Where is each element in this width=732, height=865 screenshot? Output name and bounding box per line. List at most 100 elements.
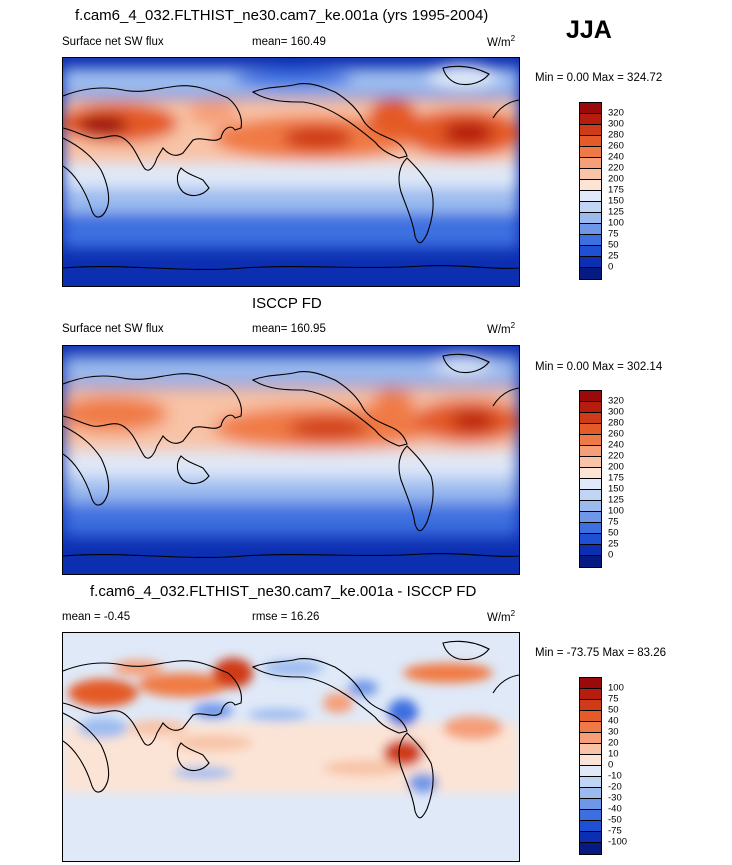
panel3-map <box>62 632 520 862</box>
panel3-colorbar-swatch <box>580 678 601 689</box>
panel3-colorbar-swatch <box>580 777 601 788</box>
panel1-colorbar-label: 260 <box>608 140 624 152</box>
panel3-colorbar-swatch <box>580 799 601 810</box>
panel3-colorbar <box>579 677 602 855</box>
panel2-colorbar-swatch <box>580 413 601 424</box>
panel2-colorbar-swatch <box>580 556 601 567</box>
panel1-colorbar-swatch <box>580 235 601 246</box>
panel2-colorbar-swatch <box>580 534 601 545</box>
panel1-colorbar-swatch <box>580 257 601 268</box>
panel3-colorbar-label: 20 <box>608 737 619 749</box>
panel1-title: f.cam6_4_032.FLTHIST_ne30.cam7_ke.001a (… <box>75 7 489 24</box>
panel3-colorbar-label: -75 <box>608 825 622 837</box>
panel1-units: W/m2 <box>487 34 516 49</box>
panel1-minmax: Min = 0.00 Max = 324.72 <box>535 72 663 84</box>
panel1-mean-label: mean= 160.49 <box>252 36 326 48</box>
panel3-title: f.cam6_4_032.FLTHIST_ne30.cam7_ke.001a -… <box>90 583 477 600</box>
panel1-colorbar-swatch <box>580 114 601 125</box>
panel2-colorbar-label: 150 <box>608 483 624 495</box>
panel3-coastlines <box>63 640 519 819</box>
panel2-colorbar-swatch <box>580 391 601 402</box>
panel1-colorbar-swatch <box>580 224 601 235</box>
panel1-colorbar-label: 150 <box>608 195 624 207</box>
panel3-colorbar-label: -10 <box>608 770 622 782</box>
panel2-colorbar-swatch <box>580 479 601 490</box>
panel1-colorbar-swatch <box>580 246 601 257</box>
panel2-colorbar-label: 100 <box>608 505 624 517</box>
panel1-colorbar-swatch <box>580 268 601 279</box>
panel1-colorbar <box>579 102 602 280</box>
panel1-colorbar-swatch <box>580 180 601 191</box>
panel3-colorbar-swatch <box>580 689 601 700</box>
panel3-map-graphic <box>63 633 519 861</box>
panel2-colorbar-swatch <box>580 501 601 512</box>
panel1-colorbar-swatch <box>580 147 601 158</box>
panel3-colorbar-label: -50 <box>608 814 622 826</box>
panel3-colorbar-label: 10 <box>608 748 619 760</box>
panel2-variable-label: Surface net SW flux <box>62 323 164 335</box>
panel1-colorbar-swatch <box>580 169 601 180</box>
panel1-colorbar-swatch <box>580 103 601 114</box>
panel3-colorbar-swatch <box>580 788 601 799</box>
panel1-colorbar-swatch <box>580 136 601 147</box>
panel3-colorbar-label: 50 <box>608 704 619 716</box>
panel2-minmax: Min = 0.00 Max = 302.14 <box>535 361 663 373</box>
panel2-colorbar <box>579 390 602 568</box>
panel2-colorbar-swatch <box>580 424 601 435</box>
panel2-colorbar-swatch <box>580 468 601 479</box>
panel2-mean-label: mean= 160.95 <box>252 323 326 335</box>
panel3-colorbar-label: -30 <box>608 792 622 804</box>
panel2-colorbar-label: 260 <box>608 428 624 440</box>
panel1-colorbar-label: 320 <box>608 107 624 119</box>
panel2-colorbar-label: 175 <box>608 472 624 484</box>
panel1-colorbar-label: 300 <box>608 118 624 130</box>
panel2-colorbar-swatch <box>580 512 601 523</box>
panel3-colorbar-label: -20 <box>608 781 622 793</box>
panel2-colorbar-swatch <box>580 490 601 501</box>
panel3-colorbar-swatch <box>580 843 601 854</box>
panel3-colorbar-swatch <box>580 722 601 733</box>
panel2-colorbar-label: 220 <box>608 450 624 462</box>
panel2-colorbar-label: 75 <box>608 516 619 528</box>
panel3-units: W/m2 <box>487 609 516 624</box>
panel3-colorbar-swatch <box>580 755 601 766</box>
panel2-colorbar-label: 0 <box>608 549 614 561</box>
panel3-colorbar-label: 100 <box>608 682 624 694</box>
panel3-colorbar-swatch <box>580 711 601 722</box>
panel2-colorbar-swatch <box>580 446 601 457</box>
panel1-map-graphic <box>63 58 519 286</box>
panel1-colorbar-label: 240 <box>608 151 624 163</box>
panel2-colorbar-label: 50 <box>608 527 619 539</box>
panel2-colorbar-swatch <box>580 435 601 446</box>
panel1-colorbar-swatch <box>580 125 601 136</box>
panel3-colorbar-label: 75 <box>608 693 619 705</box>
panel1-colorbar-swatch <box>580 191 601 202</box>
panel1-colorbar-swatch <box>580 158 601 169</box>
panel1-colorbar-label: 125 <box>608 206 624 218</box>
panel3-colorbar-label: -40 <box>608 803 622 815</box>
panel1-colorbar-label: 25 <box>608 250 619 262</box>
season-label: JJA <box>566 16 612 44</box>
panel2-colorbar-swatch <box>580 523 601 534</box>
panel3-colorbar-swatch <box>580 700 601 711</box>
panel3-minmax: Min = -73.75 Max = 83.26 <box>535 647 667 659</box>
panel3-colorbar-swatch <box>580 766 601 777</box>
panel2-colorbar-label: 240 <box>608 439 624 451</box>
panel2-colorbar-label: 320 <box>608 395 624 407</box>
panel1-colorbar-label: 280 <box>608 129 624 141</box>
panel1-colorbar-label: 0 <box>608 261 614 273</box>
panel2-map-graphic <box>63 346 519 574</box>
panel2-units: W/m2 <box>487 321 516 336</box>
panel1-coastlines <box>63 65 519 270</box>
panel2-colorbar-label: 200 <box>608 461 624 473</box>
panel1-colorbar-label: 175 <box>608 184 624 196</box>
panel1-colorbar-label: 100 <box>608 217 624 229</box>
panel3-mean-label: mean = -0.45 <box>62 611 131 623</box>
panel3-colorbar-label: -100 <box>608 836 628 848</box>
panel2-colorbar-label: 25 <box>608 538 619 550</box>
panel3-colorbar-swatch <box>580 810 601 821</box>
panel3-colorbar-swatch <box>580 744 601 755</box>
panel2-colorbar-label: 125 <box>608 494 624 506</box>
panel2-colorbar-label: 280 <box>608 417 624 429</box>
panel1-colorbar-label: 50 <box>608 239 619 251</box>
